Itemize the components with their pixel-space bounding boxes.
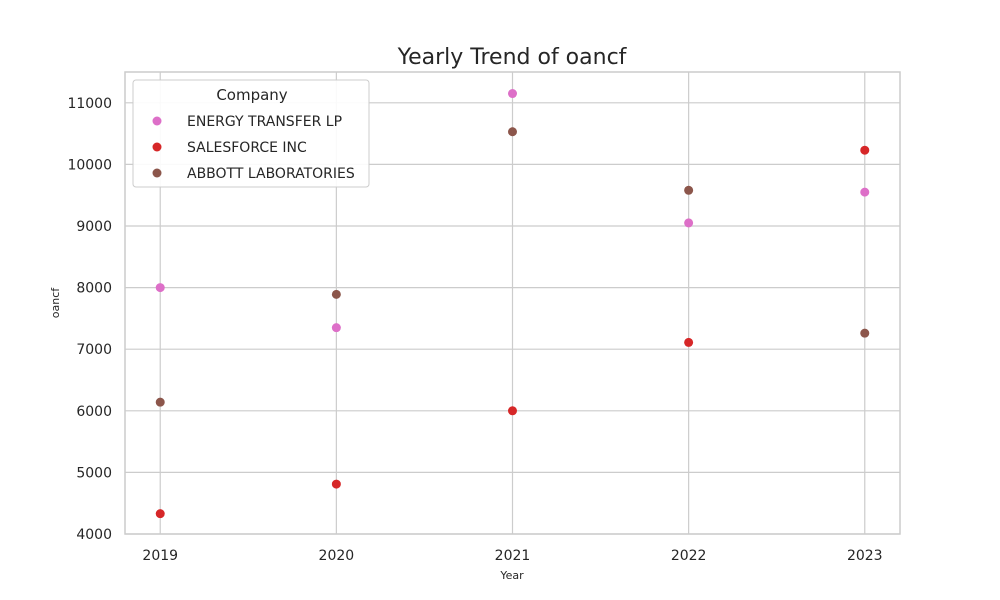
data-point bbox=[508, 89, 517, 99]
data-point bbox=[508, 406, 517, 416]
x-tick-label: 2023 bbox=[847, 548, 883, 564]
data-point bbox=[155, 283, 165, 293]
y-tick-label: 7000 bbox=[76, 342, 112, 358]
legend-marker bbox=[152, 142, 162, 152]
y-tick-labels: 4000 5000 6000 7000 8000 9000 10000 11000 bbox=[67, 96, 112, 543]
data-point bbox=[684, 218, 694, 228]
data-point bbox=[684, 337, 694, 347]
y-tick-label: 8000 bbox=[76, 281, 112, 297]
legend-items: ENERGY TRANSFER LP SALESFORCE INC ABBOTT L… bbox=[152, 114, 355, 182]
legend-marker bbox=[152, 168, 162, 178]
data-point bbox=[331, 323, 341, 333]
data-point bbox=[331, 289, 341, 299]
data-point bbox=[860, 145, 870, 155]
plot-frame bbox=[124, 71, 901, 535]
y-tick-label: 4000 bbox=[76, 527, 112, 543]
legend-title: Company bbox=[216, 86, 287, 104]
chart-title: Yearly Trend of oancf bbox=[397, 45, 628, 70]
data-point bbox=[155, 397, 165, 407]
x-tick-label: 2022 bbox=[671, 548, 707, 564]
y-tick-label: 11000 bbox=[67, 96, 112, 112]
x-tick-label: 2019 bbox=[142, 548, 178, 564]
x-tick-label: 2021 bbox=[495, 548, 531, 564]
legend-marker bbox=[152, 116, 162, 126]
y-tick-label: 9000 bbox=[76, 219, 112, 235]
data-point bbox=[155, 509, 165, 519]
y-tick-label: 5000 bbox=[76, 465, 112, 481]
data-point bbox=[508, 127, 517, 137]
legend-box bbox=[132, 79, 370, 188]
data-point bbox=[860, 328, 870, 338]
data-point bbox=[860, 187, 870, 197]
data-points bbox=[155, 89, 870, 519]
y-tick-label: 10000 bbox=[67, 157, 112, 173]
x-axis-label: Year bbox=[499, 569, 524, 582]
data-point bbox=[331, 479, 341, 489]
legend-label: ENERGY TRANSFER LP bbox=[187, 114, 342, 130]
data-point bbox=[684, 185, 694, 195]
legend-label: ABBOTT LABORATORIES bbox=[187, 166, 355, 182]
y-tick-label: 6000 bbox=[76, 404, 112, 420]
legend-label: SALESFORCE INC bbox=[187, 140, 307, 156]
y-axis-label: oancf bbox=[49, 287, 62, 318]
grid-lines bbox=[125, 72, 900, 535]
x-tick-label: 2020 bbox=[319, 548, 355, 564]
x-tick-labels: 2019 2020 2021 2022 2023 bbox=[142, 548, 882, 564]
legend: Company ENERGY TRANSFER LP SALESFORCE INC… bbox=[132, 79, 370, 188]
